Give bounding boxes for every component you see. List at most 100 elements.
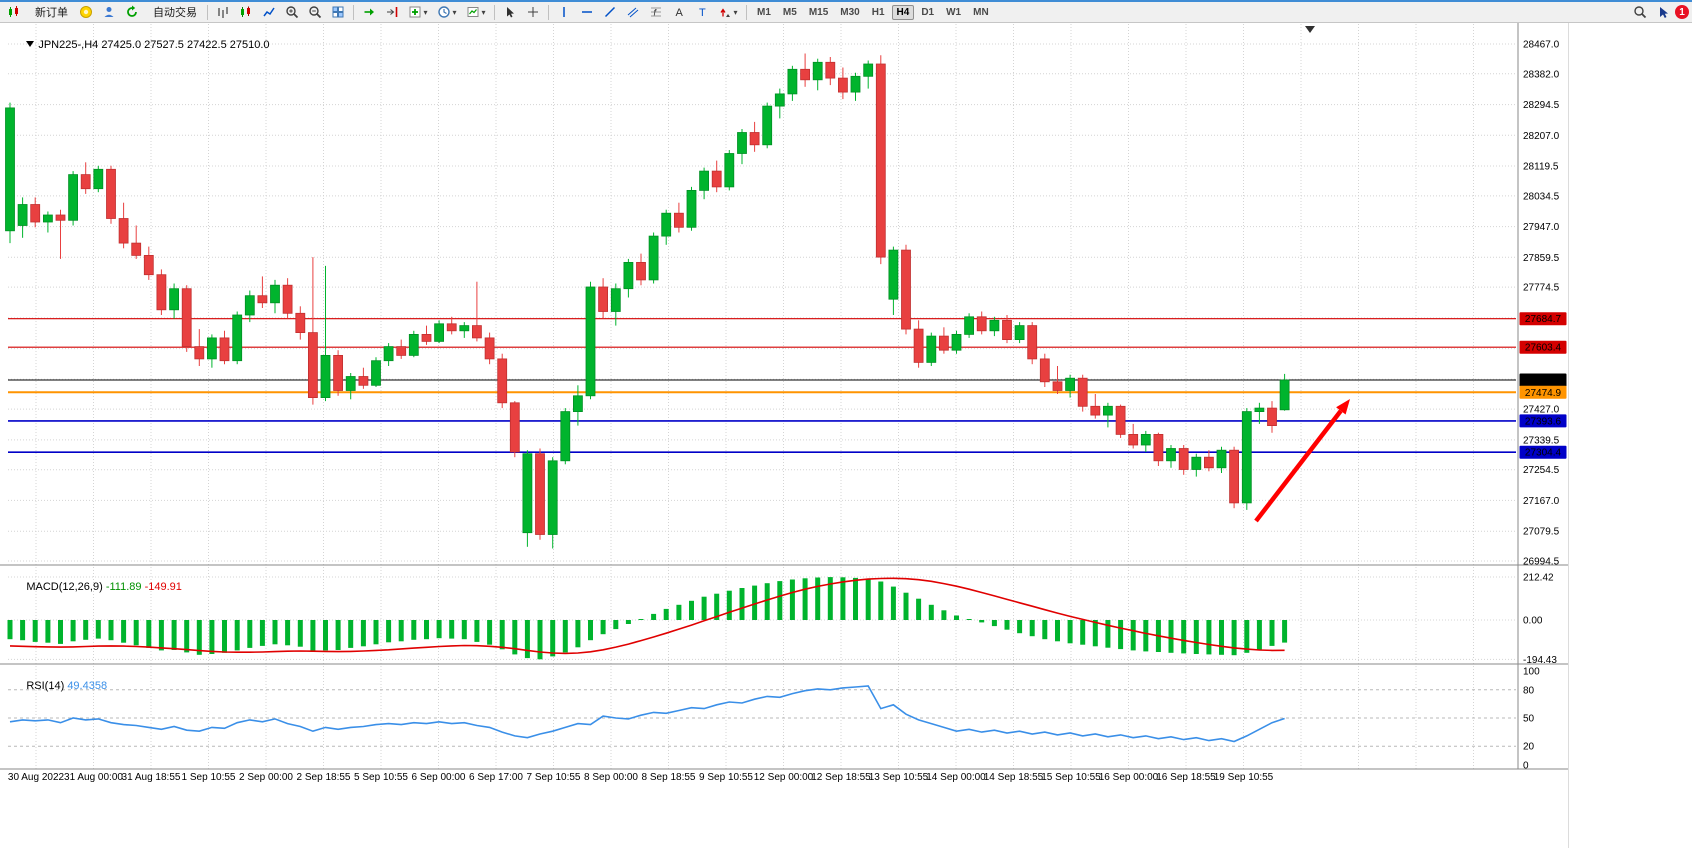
new-order-button[interactable]: 新订单 bbox=[26, 2, 74, 22]
svg-text:2 Sep 18:55: 2 Sep 18:55 bbox=[297, 772, 351, 783]
pane-borders[interactable] bbox=[0, 23, 1568, 770]
cursor-button[interactable] bbox=[499, 2, 521, 22]
refresh-icon bbox=[127, 5, 137, 17]
candlestick-chart-button[interactable] bbox=[235, 2, 257, 22]
notification-badge[interactable]: 1 bbox=[1675, 5, 1689, 19]
svg-text:27684.7: 27684.7 bbox=[1525, 314, 1562, 325]
arrows-button[interactable]: ▾ bbox=[714, 2, 742, 22]
timeframe-group: M1 M5 M15 M30 H1 H4 D1 W1 MN bbox=[751, 4, 995, 20]
timeframe-button-m15[interactable]: M15 bbox=[808, 6, 829, 18]
toolbar-separator bbox=[207, 4, 208, 20]
search-button[interactable] bbox=[1629, 2, 1651, 22]
crosshair-button[interactable] bbox=[522, 2, 544, 22]
market-watch-button[interactable] bbox=[75, 2, 97, 22]
tline-icon bbox=[604, 6, 616, 18]
candles-layer bbox=[5, 53, 1290, 549]
toolbar-separator bbox=[746, 4, 747, 20]
chart-shift-marker[interactable] bbox=[1305, 26, 1315, 33]
periods-button[interactable]: ▾ bbox=[433, 2, 461, 22]
svg-text:0.00: 0.00 bbox=[1523, 616, 1543, 627]
svg-text:27079.5: 27079.5 bbox=[1523, 527, 1560, 538]
candles-icon bbox=[241, 6, 250, 17]
svg-text:30 Aug 2022: 30 Aug 2022 bbox=[8, 772, 65, 783]
bars-icon bbox=[218, 7, 228, 18]
templates-button[interactable]: ▾ bbox=[462, 2, 490, 22]
svg-text:13 Sep 10:55: 13 Sep 10:55 bbox=[869, 772, 929, 783]
indicators-button[interactable]: ▾ bbox=[404, 2, 432, 22]
linechart-icon bbox=[263, 7, 275, 17]
svg-text:27254.5: 27254.5 bbox=[1523, 465, 1560, 476]
equidistant-channel-button[interactable] bbox=[622, 2, 644, 22]
svg-text:6 Sep 17:00: 6 Sep 17:00 bbox=[469, 772, 523, 783]
svg-text:27774.5: 27774.5 bbox=[1523, 283, 1560, 294]
toolbar: 新订单 自动交易 ▾ ▾ ▾ f A T ▾ M1 M5 M15 M30 H1 H4 D1 W1 MN 1 bbox=[0, 0, 1692, 23]
zoom-out-button[interactable] bbox=[304, 2, 326, 22]
horizontal-line-button[interactable] bbox=[576, 2, 598, 22]
auto-scroll-button[interactable] bbox=[358, 2, 380, 22]
dropdown-caret-icon: ▾ bbox=[481, 7, 486, 17]
annotation-arrow[interactable] bbox=[1254, 399, 1350, 523]
svg-text:12 Sep 00:00: 12 Sep 00:00 bbox=[754, 772, 814, 783]
label-button[interactable]: T bbox=[691, 2, 713, 22]
timeframe-button-mn[interactable]: MN bbox=[973, 6, 989, 18]
chart-shift-button[interactable] bbox=[381, 2, 403, 22]
auto-trading-button[interactable]: 自动交易 bbox=[144, 2, 203, 22]
svg-text:7 Sep 10:55: 7 Sep 10:55 bbox=[527, 772, 581, 783]
new-chart-button[interactable] bbox=[3, 2, 25, 22]
fibo-icon: f bbox=[651, 7, 661, 18]
textA-icon: A bbox=[676, 7, 684, 19]
timeframe-button-h1[interactable]: H1 bbox=[871, 6, 885, 18]
vline-icon bbox=[563, 7, 565, 17]
svg-text:28119.5: 28119.5 bbox=[1523, 162, 1559, 173]
bar-chart-button[interactable] bbox=[212, 2, 234, 22]
svg-text:27474.9: 27474.9 bbox=[1525, 388, 1562, 399]
rsi-layer bbox=[9, 685, 1285, 743]
svg-text:12 Sep 18:55: 12 Sep 18:55 bbox=[811, 772, 871, 783]
dropdown-caret-icon: ▾ bbox=[733, 7, 738, 17]
timeframe-button-w1[interactable]: W1 bbox=[946, 6, 962, 18]
svg-text:14 Sep 18:55: 14 Sep 18:55 bbox=[984, 772, 1044, 783]
text-button[interactable]: A bbox=[668, 2, 690, 22]
svg-text:6 Sep 00:00: 6 Sep 00:00 bbox=[412, 772, 466, 783]
shift-icon bbox=[387, 7, 398, 17]
clock-icon bbox=[438, 6, 451, 18]
timeframe-button-m30[interactable]: M30 bbox=[840, 6, 860, 18]
timeframe-button-m5[interactable]: M5 bbox=[782, 6, 797, 18]
trendline-button[interactable] bbox=[599, 2, 621, 22]
toolbar-separator bbox=[494, 4, 495, 20]
timeframe-button-h4[interactable]: H4 bbox=[891, 4, 915, 20]
hline-icon bbox=[582, 11, 592, 13]
candles-plus-icon bbox=[9, 6, 18, 17]
chart-window: 28467.0 28382.0 28294.5 28207.0 28119.5 28034… bbox=[0, 23, 1568, 848]
price-chart-canvas[interactable]: 28467.0 28382.0 28294.5 28207.0 28119.5 28034… bbox=[0, 23, 1568, 848]
fibonacci-button[interactable]: f bbox=[645, 2, 667, 22]
community-button[interactable] bbox=[98, 2, 120, 22]
svg-text:27304.4: 27304.4 bbox=[1525, 448, 1562, 459]
horizontal-line-objects[interactable] bbox=[8, 318, 1516, 454]
price-axis[interactable]: 28467.0 28382.0 28294.5 28207.0 28119.5 28034… bbox=[1519, 40, 1567, 772]
svg-text:16 Sep 00:00: 16 Sep 00:00 bbox=[1099, 772, 1159, 783]
svg-text:16 Sep 18:55: 16 Sep 18:55 bbox=[1156, 772, 1216, 783]
egg-icon bbox=[80, 6, 92, 18]
timeframe-button-d1[interactable]: D1 bbox=[921, 6, 935, 18]
tile-windows-button[interactable] bbox=[327, 2, 349, 22]
pointer-button[interactable] bbox=[1652, 2, 1674, 22]
svg-text:27339.5: 27339.5 bbox=[1523, 435, 1560, 446]
svg-text:T: T bbox=[699, 7, 706, 19]
dropdown-caret-icon: ▾ bbox=[452, 7, 457, 17]
svg-text:28207.0: 28207.0 bbox=[1523, 131, 1560, 142]
timeframe-button-m1[interactable]: M1 bbox=[757, 6, 771, 18]
svg-text:27603.4: 27603.4 bbox=[1525, 343, 1562, 354]
svg-text:27859.5: 27859.5 bbox=[1523, 253, 1560, 264]
line-chart-button[interactable] bbox=[258, 2, 280, 22]
toolbar-separator bbox=[548, 4, 549, 20]
zoom-in-button[interactable] bbox=[281, 2, 303, 22]
svg-text:28467.0: 28467.0 bbox=[1523, 40, 1560, 51]
zoomin-icon bbox=[286, 6, 299, 19]
vertical-line-button[interactable] bbox=[553, 2, 575, 22]
svg-text:27393.6: 27393.6 bbox=[1525, 416, 1562, 427]
refresh-button[interactable] bbox=[121, 2, 143, 22]
svg-text:50: 50 bbox=[1523, 714, 1535, 725]
